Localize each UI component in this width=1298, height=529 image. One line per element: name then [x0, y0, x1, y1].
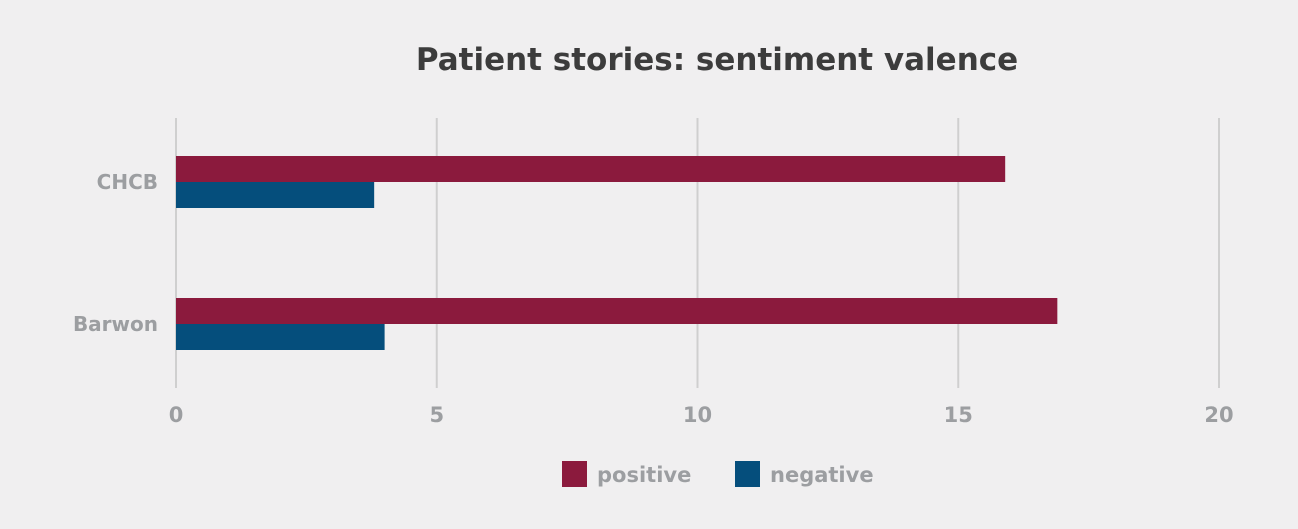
legend-label-negative: negative [770, 463, 874, 487]
category-label: CHCB [97, 170, 158, 194]
legend-swatch-positive [562, 461, 587, 487]
x-tick-label: 5 [429, 403, 444, 427]
x-tick-label: 10 [683, 403, 712, 427]
category-labels: CHCB Barwon [73, 170, 158, 336]
legend-label-positive: positive [597, 463, 691, 487]
chart-title: Patient stories: sentiment valence [416, 42, 1018, 78]
bar-positive-barwon [176, 298, 1058, 324]
category-label: Barwon [73, 312, 158, 336]
x-tick-label: 15 [944, 403, 973, 427]
x-tick-label: 0 [169, 403, 184, 427]
bar-negative-barwon [176, 324, 385, 350]
bars [176, 156, 1058, 350]
bar-positive-chcb [176, 156, 1006, 182]
x-tick-label: 20 [1204, 403, 1233, 427]
bar-negative-chcb [176, 182, 375, 208]
legend-swatch-negative [735, 461, 760, 487]
x-tick-labels: 0 5 10 15 20 [169, 403, 1234, 427]
legend: positive negative [562, 461, 874, 487]
